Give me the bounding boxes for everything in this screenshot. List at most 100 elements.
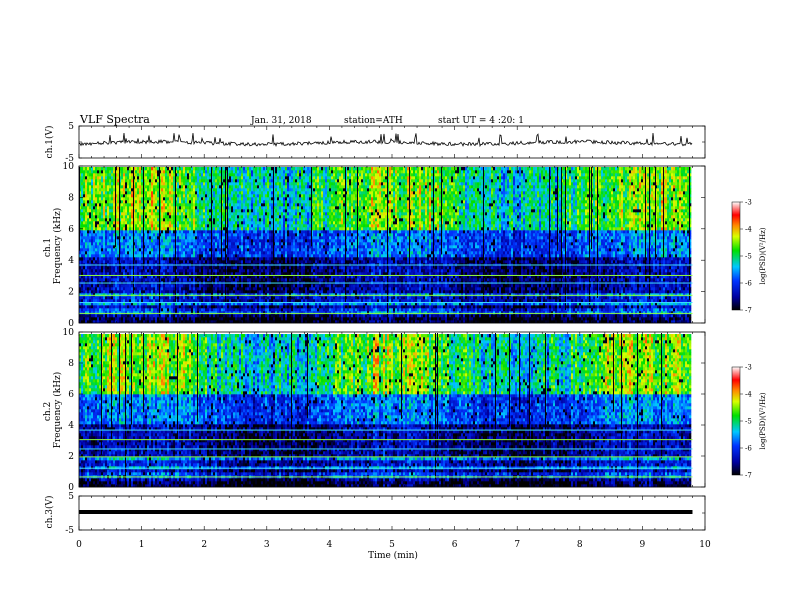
spectrogram-cell <box>99 314 101 317</box>
spectrogram-cell <box>495 278 497 281</box>
spectrogram-cell <box>251 278 253 281</box>
spectrogram-cell <box>487 305 489 308</box>
spectrogram-cell <box>185 317 187 320</box>
spectrogram-cell <box>645 278 647 281</box>
spectrogram-cell <box>267 290 269 293</box>
spectrogram-cell <box>179 290 181 293</box>
spectrogram-cell <box>521 308 523 311</box>
spectrogram-cell <box>199 296 201 299</box>
spectrogram-cell <box>425 305 427 308</box>
spectrogram-cell <box>421 299 423 302</box>
spectrogram-cell <box>623 314 625 317</box>
spectrogram-cell <box>209 290 211 293</box>
spectrogram-cell <box>595 317 597 320</box>
spectrogram-cell <box>361 305 363 308</box>
spectrogram-cell <box>155 278 157 281</box>
spectrogram-cell <box>221 314 223 317</box>
spectrogram-cell <box>261 314 263 317</box>
spectrogram-cell <box>265 287 267 290</box>
spectrogram-cell <box>383 317 385 320</box>
spectrogram-cell <box>249 278 251 281</box>
spectrogram-cell <box>563 317 565 320</box>
spectrogram-cell <box>487 317 489 320</box>
spectrogram-cell <box>445 278 447 281</box>
spectrogram-cell <box>405 317 407 320</box>
spectrogram-cell <box>567 290 569 293</box>
spectrogram-cell <box>87 296 89 299</box>
spectrogram-cell <box>505 278 507 281</box>
spectrogram-cell <box>353 290 355 293</box>
spectrogram-cell <box>599 299 601 302</box>
spectrogram-cell <box>573 278 575 281</box>
spectrogram-cell <box>627 299 629 302</box>
spectrogram-cell <box>499 299 501 302</box>
spectrogram-cell <box>619 296 621 299</box>
spectrogram-cell <box>231 308 233 311</box>
spectrogram-cell <box>439 287 441 290</box>
spectrogram-cell <box>333 278 335 281</box>
spectrogram-cell <box>499 296 501 299</box>
spectrogram-cell <box>633 305 635 308</box>
spectrogram-cell <box>513 314 515 317</box>
spectrogram-cell <box>311 296 313 299</box>
spectrogram-cell <box>615 308 617 311</box>
spectrogram-cell <box>451 314 453 317</box>
spectrogram-cell <box>571 305 573 308</box>
spectrogram-cell <box>217 296 219 299</box>
spectrogram-cell <box>661 308 663 311</box>
spectrogram-cell <box>599 284 601 287</box>
spectrogram-cell <box>343 308 345 311</box>
spectrogram-cell <box>237 287 239 290</box>
spectrogram-cell <box>451 278 453 281</box>
spectrogram-cell <box>493 287 495 290</box>
spectrogram-cell <box>355 287 357 290</box>
spectrogram-cell <box>371 278 373 281</box>
spectrogram-cell <box>449 305 451 308</box>
spectrogram-cell <box>621 299 623 302</box>
spectrogram-cell <box>305 296 307 299</box>
spectrogram-cell <box>447 317 449 320</box>
spectrogram-cell <box>461 308 463 311</box>
spectrogram-cell <box>151 278 153 281</box>
spectrogram-cell <box>133 305 135 308</box>
spectrogram-cell <box>155 317 157 320</box>
spectrogram-cell <box>535 296 537 299</box>
spectrogram-cell <box>415 299 417 302</box>
spectrogram-cell <box>375 314 377 317</box>
spectrogram-cell <box>111 299 113 302</box>
spectrogram-cell <box>621 290 623 293</box>
spectrogram-cell <box>87 314 89 317</box>
spectrogram-cell <box>119 278 121 281</box>
spectrogram-cell <box>129 296 131 299</box>
spectrogram-cell <box>277 317 279 320</box>
spectrogram-cell <box>155 284 157 287</box>
spectrogram-cell <box>577 284 579 287</box>
spectrogram-cell <box>511 278 513 281</box>
spectrogram-cell <box>487 299 489 302</box>
spectrogram-cell <box>401 305 403 308</box>
spectrogram-cell <box>577 290 579 293</box>
spectrogram-cell <box>307 290 309 293</box>
spectrogram-cell <box>313 299 315 302</box>
spectrogram-cell <box>563 287 565 290</box>
spectrogram-cell <box>555 290 557 293</box>
spectrogram-cell <box>635 278 637 281</box>
spectrogram-cell <box>525 296 527 299</box>
spectrogram-cell <box>645 284 647 287</box>
spectrogram-cell <box>331 299 333 302</box>
spectrogram-cell <box>511 296 513 299</box>
spectrogram-cell <box>347 317 349 320</box>
spectrogram-cell <box>427 284 429 287</box>
spectrogram-cell <box>209 284 211 287</box>
spectrogram-cell <box>523 299 525 302</box>
spectrogram-cell <box>175 305 177 308</box>
spectrogram-cell <box>639 284 641 287</box>
spectrogram-cell <box>211 314 213 317</box>
spectrogram-cell <box>315 287 317 290</box>
spectrogram-cell <box>651 290 653 293</box>
spectrogram-cell <box>215 290 217 293</box>
spectrogram-cell <box>307 299 309 302</box>
spectrogram-cell <box>97 290 99 293</box>
spectrogram-cell <box>343 314 345 317</box>
spectrogram-cell <box>617 278 619 281</box>
